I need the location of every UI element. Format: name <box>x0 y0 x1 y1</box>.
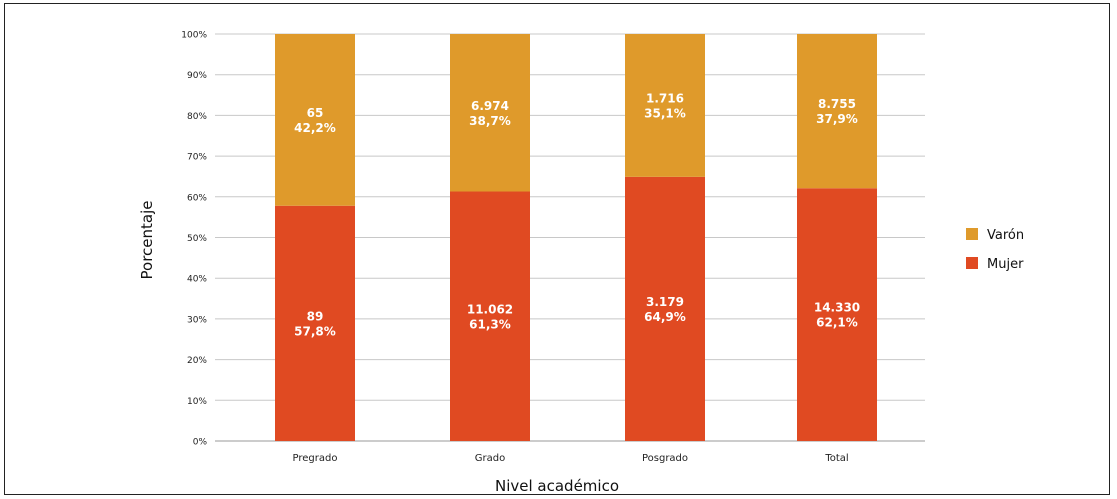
stacked-bar-chart: 0% 10% 20% 30% 40% 50% 60% 70% 80% 90% 100% 8957,8… <box>138 31 1024 496</box>
y-axis-title: Porcentaje <box>138 201 156 280</box>
chart-frame: 0% 10% 20% 30% 40% 50% 60% 70% 80% 90% 100% 89 57,8… <box>4 3 1110 495</box>
bar-segment <box>625 34 705 177</box>
bar-percent-label: 37,9% <box>816 112 858 126</box>
bar-segment <box>797 34 877 189</box>
bar-segment <box>625 176 705 441</box>
y-tick-label: 100% <box>181 31 207 41</box>
y-tick-label: 60% <box>187 193 207 203</box>
legend: Varón Mujer <box>966 228 1024 272</box>
bar-percent-label: 42,2% <box>294 121 336 135</box>
bar-segment <box>275 34 355 206</box>
bar-count-label: 65 <box>307 106 324 120</box>
bar-count-label: 6.974 <box>471 99 509 113</box>
bar-segment <box>450 34 530 192</box>
x-tick-label: Total <box>824 453 848 464</box>
x-tick-label: Pregrado <box>293 453 338 464</box>
y-tick-label: 90% <box>187 71 207 81</box>
bar-count-label: 3.179 <box>646 295 684 309</box>
y-tick-label: 50% <box>187 234 207 244</box>
bar-count-label: 11.062 <box>467 302 513 316</box>
y-tick-labels: 0% 10% 20% 30% 40% 50% 60% 70% 80% 90% 100% <box>181 31 207 448</box>
bar-percent-label: 57,8% <box>294 324 336 338</box>
bar-percent-label: 38,7% <box>469 114 511 128</box>
bar-segment <box>450 191 530 441</box>
bar-count-label: 89 <box>307 309 324 323</box>
y-tick-label: 20% <box>187 356 207 366</box>
bar-percent-label: 35,1% <box>644 106 686 120</box>
bar-percent-label: 64,9% <box>644 310 686 324</box>
y-tick-label: 40% <box>187 275 207 285</box>
y-tick-label: 70% <box>187 153 207 163</box>
bar-segment <box>275 205 355 441</box>
bar-count-label: 8.755 <box>818 97 856 111</box>
y-tick-label: 30% <box>187 315 207 325</box>
bar-segment <box>797 188 877 441</box>
bar-percent-label: 62,1% <box>816 316 858 330</box>
legend-label: Varón <box>987 228 1024 243</box>
legend-swatch <box>966 228 978 240</box>
bars <box>275 34 877 441</box>
bar-count-label: 1.716 <box>646 91 684 105</box>
x-tick-label: Posgrado <box>642 453 688 464</box>
x-tick-label: Grado <box>475 453 505 464</box>
y-tick-label: 10% <box>187 397 207 407</box>
y-tick-label: 0% <box>193 438 208 448</box>
legend-swatch <box>966 257 978 269</box>
bar-percent-label: 61,3% <box>469 317 511 331</box>
x-tick-labels: Pregrado Grado Posgrado Total <box>293 453 849 464</box>
bar-count-label: 14.330 <box>814 301 860 315</box>
legend-label: Mujer <box>987 257 1024 272</box>
y-tick-label: 80% <box>187 112 207 122</box>
x-axis-title: Nivel académico <box>495 477 619 494</box>
